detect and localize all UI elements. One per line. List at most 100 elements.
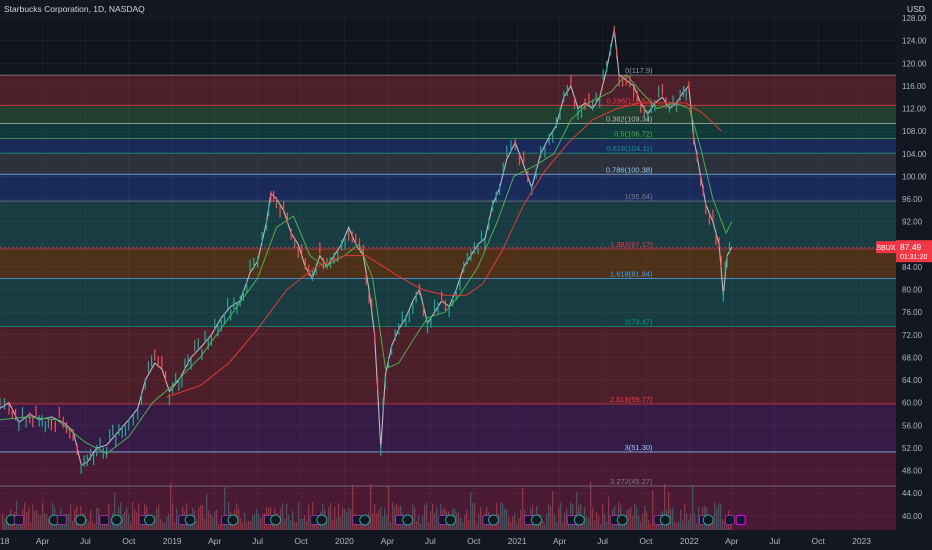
fib-band [0, 105, 896, 124]
fib-level-label: 3(51.30) [625, 443, 653, 452]
volume-bar [18, 521, 20, 530]
volume-bar [128, 514, 130, 530]
volume-bar [110, 521, 112, 530]
candle [377, 378, 379, 390]
candle [102, 447, 104, 459]
volume-bar [678, 521, 680, 530]
volume-bar [724, 521, 726, 530]
candle [115, 434, 117, 447]
volume-bar [214, 511, 216, 530]
candle [25, 416, 27, 428]
currency-label: USD [907, 4, 925, 14]
candle [242, 289, 245, 302]
volume-bar [406, 521, 408, 530]
candle [297, 246, 299, 259]
candle [540, 146, 542, 158]
volume-bar [340, 517, 342, 530]
candle [690, 105, 692, 117]
candle [668, 101, 671, 113]
candle [161, 356, 163, 368]
price-tick-label: 84.00 [902, 263, 923, 272]
volume-bar [4, 518, 6, 530]
volume-bar [520, 509, 522, 530]
volume-bar [654, 521, 656, 530]
volume-bar [410, 521, 412, 530]
earnings-marker [270, 514, 282, 526]
fib-band [0, 174, 896, 202]
earnings-marker [144, 514, 156, 526]
volume-bar [392, 502, 394, 530]
volume-bar [504, 509, 506, 530]
candle [700, 174, 702, 187]
earnings-marker [99, 515, 110, 525]
volume-bar [88, 520, 90, 530]
candle [18, 419, 20, 432]
volume-bar [226, 520, 228, 530]
volume-bar [332, 520, 334, 530]
fib-level-label: 0.5(106.72) [614, 129, 653, 138]
candle [401, 311, 403, 323]
volume-bar [126, 507, 128, 530]
candle [592, 99, 594, 111]
candle [157, 356, 159, 368]
volume-bar [522, 487, 524, 530]
candle [613, 25, 615, 38]
candle [226, 297, 229, 309]
candle [112, 424, 114, 436]
candle [633, 86, 635, 98]
volume-bar [424, 504, 426, 530]
price-axis[interactable]: 40.00 44.00 48.00 52.00 56.00 60.00 64.00 68.00… [896, 0, 932, 550]
volume-bar [478, 513, 480, 530]
candle [724, 261, 726, 273]
candle [466, 252, 468, 265]
time-tick-label: 2018 [0, 536, 10, 546]
candle [337, 250, 339, 263]
volume-bar [360, 520, 362, 530]
volume-bar [588, 518, 590, 530]
fib-band [0, 404, 896, 452]
volume-bar [542, 520, 544, 530]
candle [368, 292, 370, 304]
volume-bar [46, 514, 48, 530]
volume-bar [158, 504, 160, 530]
candle [47, 417, 49, 429]
earnings-marker [75, 514, 87, 526]
candle [535, 167, 537, 179]
volume-bar [480, 507, 482, 530]
volume-bar [342, 507, 344, 530]
price-tick-label: 96.00 [902, 195, 923, 204]
time-axis[interactable]: 2018 Apr Jul Oct 2019 Apr Jul Oct 2020 Apr Jul Oct 2… [0, 530, 932, 550]
earnings-marker [56, 515, 67, 525]
candle [214, 318, 216, 331]
earnings-marker [616, 514, 628, 526]
candle [249, 259, 251, 271]
earnings-marker [659, 514, 671, 526]
candle [246, 281, 248, 293]
candle [527, 170, 529, 183]
candle [151, 355, 153, 367]
candle [128, 419, 130, 431]
candle [21, 406, 24, 419]
volume-bar [286, 504, 288, 530]
volume-bar [224, 487, 226, 530]
volume-bar [288, 514, 290, 530]
candle [362, 244, 364, 257]
volume-bar [534, 521, 536, 530]
upcoming-earnings-marker [735, 514, 746, 526]
earnings-markers[interactable] [5, 514, 746, 526]
fib-level-label: 1.382(87.17) [610, 240, 653, 249]
volume-bar [716, 507, 718, 530]
volume-bar [636, 507, 638, 530]
volume-bar [698, 506, 700, 530]
volume-bar [90, 510, 92, 530]
fib-band [0, 201, 896, 249]
volume-bar [134, 509, 136, 530]
volume-bar [122, 514, 124, 530]
volume-bar [494, 523, 496, 530]
candle [344, 238, 346, 250]
candle [459, 279, 461, 291]
volume-bar [608, 496, 610, 530]
volume-bar [26, 511, 28, 530]
volume-bar [216, 509, 218, 530]
